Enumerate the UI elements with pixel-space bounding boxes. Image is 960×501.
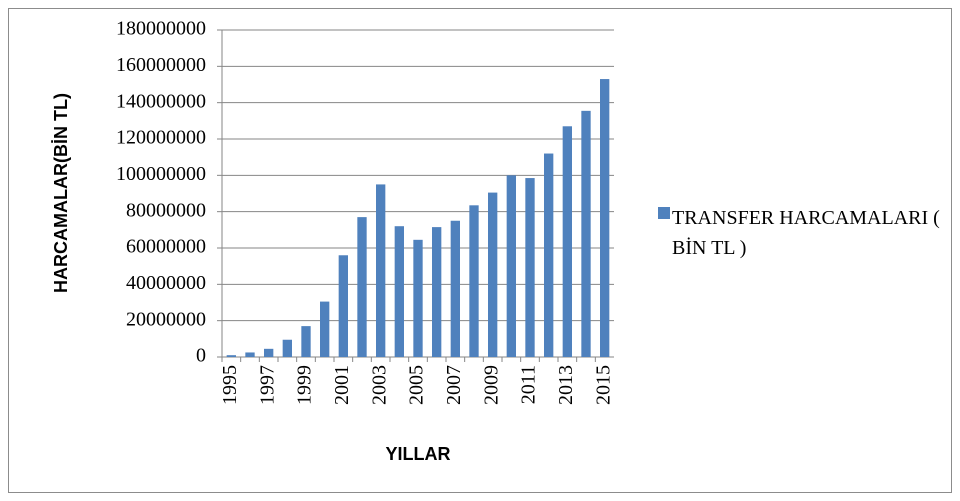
x-tick-label: 1997 xyxy=(256,365,278,405)
bar xyxy=(544,153,554,357)
bar xyxy=(264,348,274,357)
x-tick-label: 2007 xyxy=(443,365,465,405)
y-tick-label: 80000000 xyxy=(126,199,206,221)
bar xyxy=(226,355,236,357)
x-tick-label: 2015 xyxy=(592,365,614,405)
bar xyxy=(376,184,386,357)
bar xyxy=(525,178,535,357)
x-tick-label: 2001 xyxy=(331,365,353,405)
x-tick-label: 2009 xyxy=(480,365,502,405)
legend-swatch xyxy=(658,207,670,219)
y-tick-label: 140000000 xyxy=(116,90,206,112)
y-axis-title: HARCAMALAR(BİN TL) xyxy=(51,93,71,293)
x-tick-label: 2013 xyxy=(555,365,577,405)
bar xyxy=(506,175,516,357)
legend-label: TRANSFER HARCAMALARI ( BİN TL ) xyxy=(672,207,940,259)
x-tick-label: 2003 xyxy=(368,365,390,405)
bar xyxy=(357,217,367,357)
y-tick-label: 160000000 xyxy=(116,54,206,76)
chart-border xyxy=(8,8,952,493)
bar xyxy=(488,192,498,357)
bar xyxy=(450,220,460,357)
bar xyxy=(432,227,442,357)
bar xyxy=(245,352,255,357)
y-tick-label: 120000000 xyxy=(116,127,206,149)
bar xyxy=(413,239,423,357)
bar xyxy=(320,301,330,357)
x-tick-label: 1999 xyxy=(294,365,316,405)
y-tick-label: 180000000 xyxy=(116,18,206,40)
bar xyxy=(282,339,292,357)
x-tick-label: 2011 xyxy=(518,365,540,404)
bar xyxy=(394,226,404,357)
bar xyxy=(338,255,348,357)
bar xyxy=(301,326,311,357)
y-tick-label: 0 xyxy=(196,345,206,367)
bar xyxy=(562,126,572,358)
bar xyxy=(600,79,610,358)
bar xyxy=(469,205,479,357)
y-tick-label: 60000000 xyxy=(126,236,206,258)
x-tick-label: 2005 xyxy=(406,365,428,405)
y-tick-label: 20000000 xyxy=(126,308,206,330)
bar xyxy=(581,110,591,357)
x-tick-label: 1995 xyxy=(219,365,241,405)
x-axis-title: YILLAR xyxy=(386,444,451,464)
y-tick-label: 40000000 xyxy=(126,272,206,294)
y-tick-label: 100000000 xyxy=(116,163,206,185)
